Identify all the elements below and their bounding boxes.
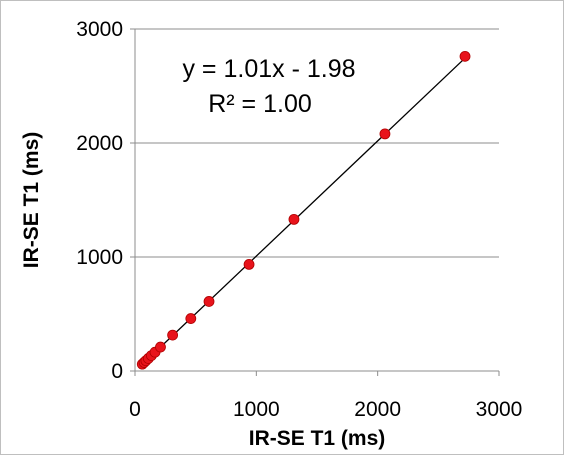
gridlines — [135, 28, 499, 258]
data-point-0-12 — [379, 128, 391, 140]
tick-labels: 0 1000 2000 3000 0 1000 2000 3000 — [76, 18, 522, 421]
x-tick-label-3: 3000 — [476, 398, 523, 421]
y-tick-label-3: 3000 — [76, 18, 123, 41]
data-point-0-11 — [288, 213, 300, 225]
data-point-0-7 — [167, 329, 179, 341]
y-tick-label-0: 0 — [111, 360, 123, 383]
x-tick-label-2: 2000 — [354, 398, 401, 421]
data-point-0-9 — [203, 296, 215, 307]
x-tick-label-1: 1000 — [233, 398, 280, 421]
trendline-equation: y = 1.01x - 1.98 — [182, 55, 355, 83]
data-point-0-13 — [459, 50, 471, 62]
y-tick-label-1: 1000 — [76, 246, 123, 269]
r-squared-label: R² = 1.00 — [208, 90, 312, 118]
trendline — [140, 57, 466, 366]
x-axis-title: IR-SE T1 (ms) — [249, 427, 386, 450]
axes — [130, 28, 500, 376]
data-point-0-10 — [243, 259, 255, 270]
data-point-0-8 — [185, 313, 197, 324]
data-points — [136, 50, 471, 370]
trendline-group — [140, 57, 466, 366]
y-axis-title: IR-SE T1 (ms) — [20, 132, 43, 269]
x-tick-label-0: 0 — [129, 398, 141, 421]
y-tick-label-2: 2000 — [76, 132, 123, 155]
data-point-0-6 — [155, 341, 166, 353]
